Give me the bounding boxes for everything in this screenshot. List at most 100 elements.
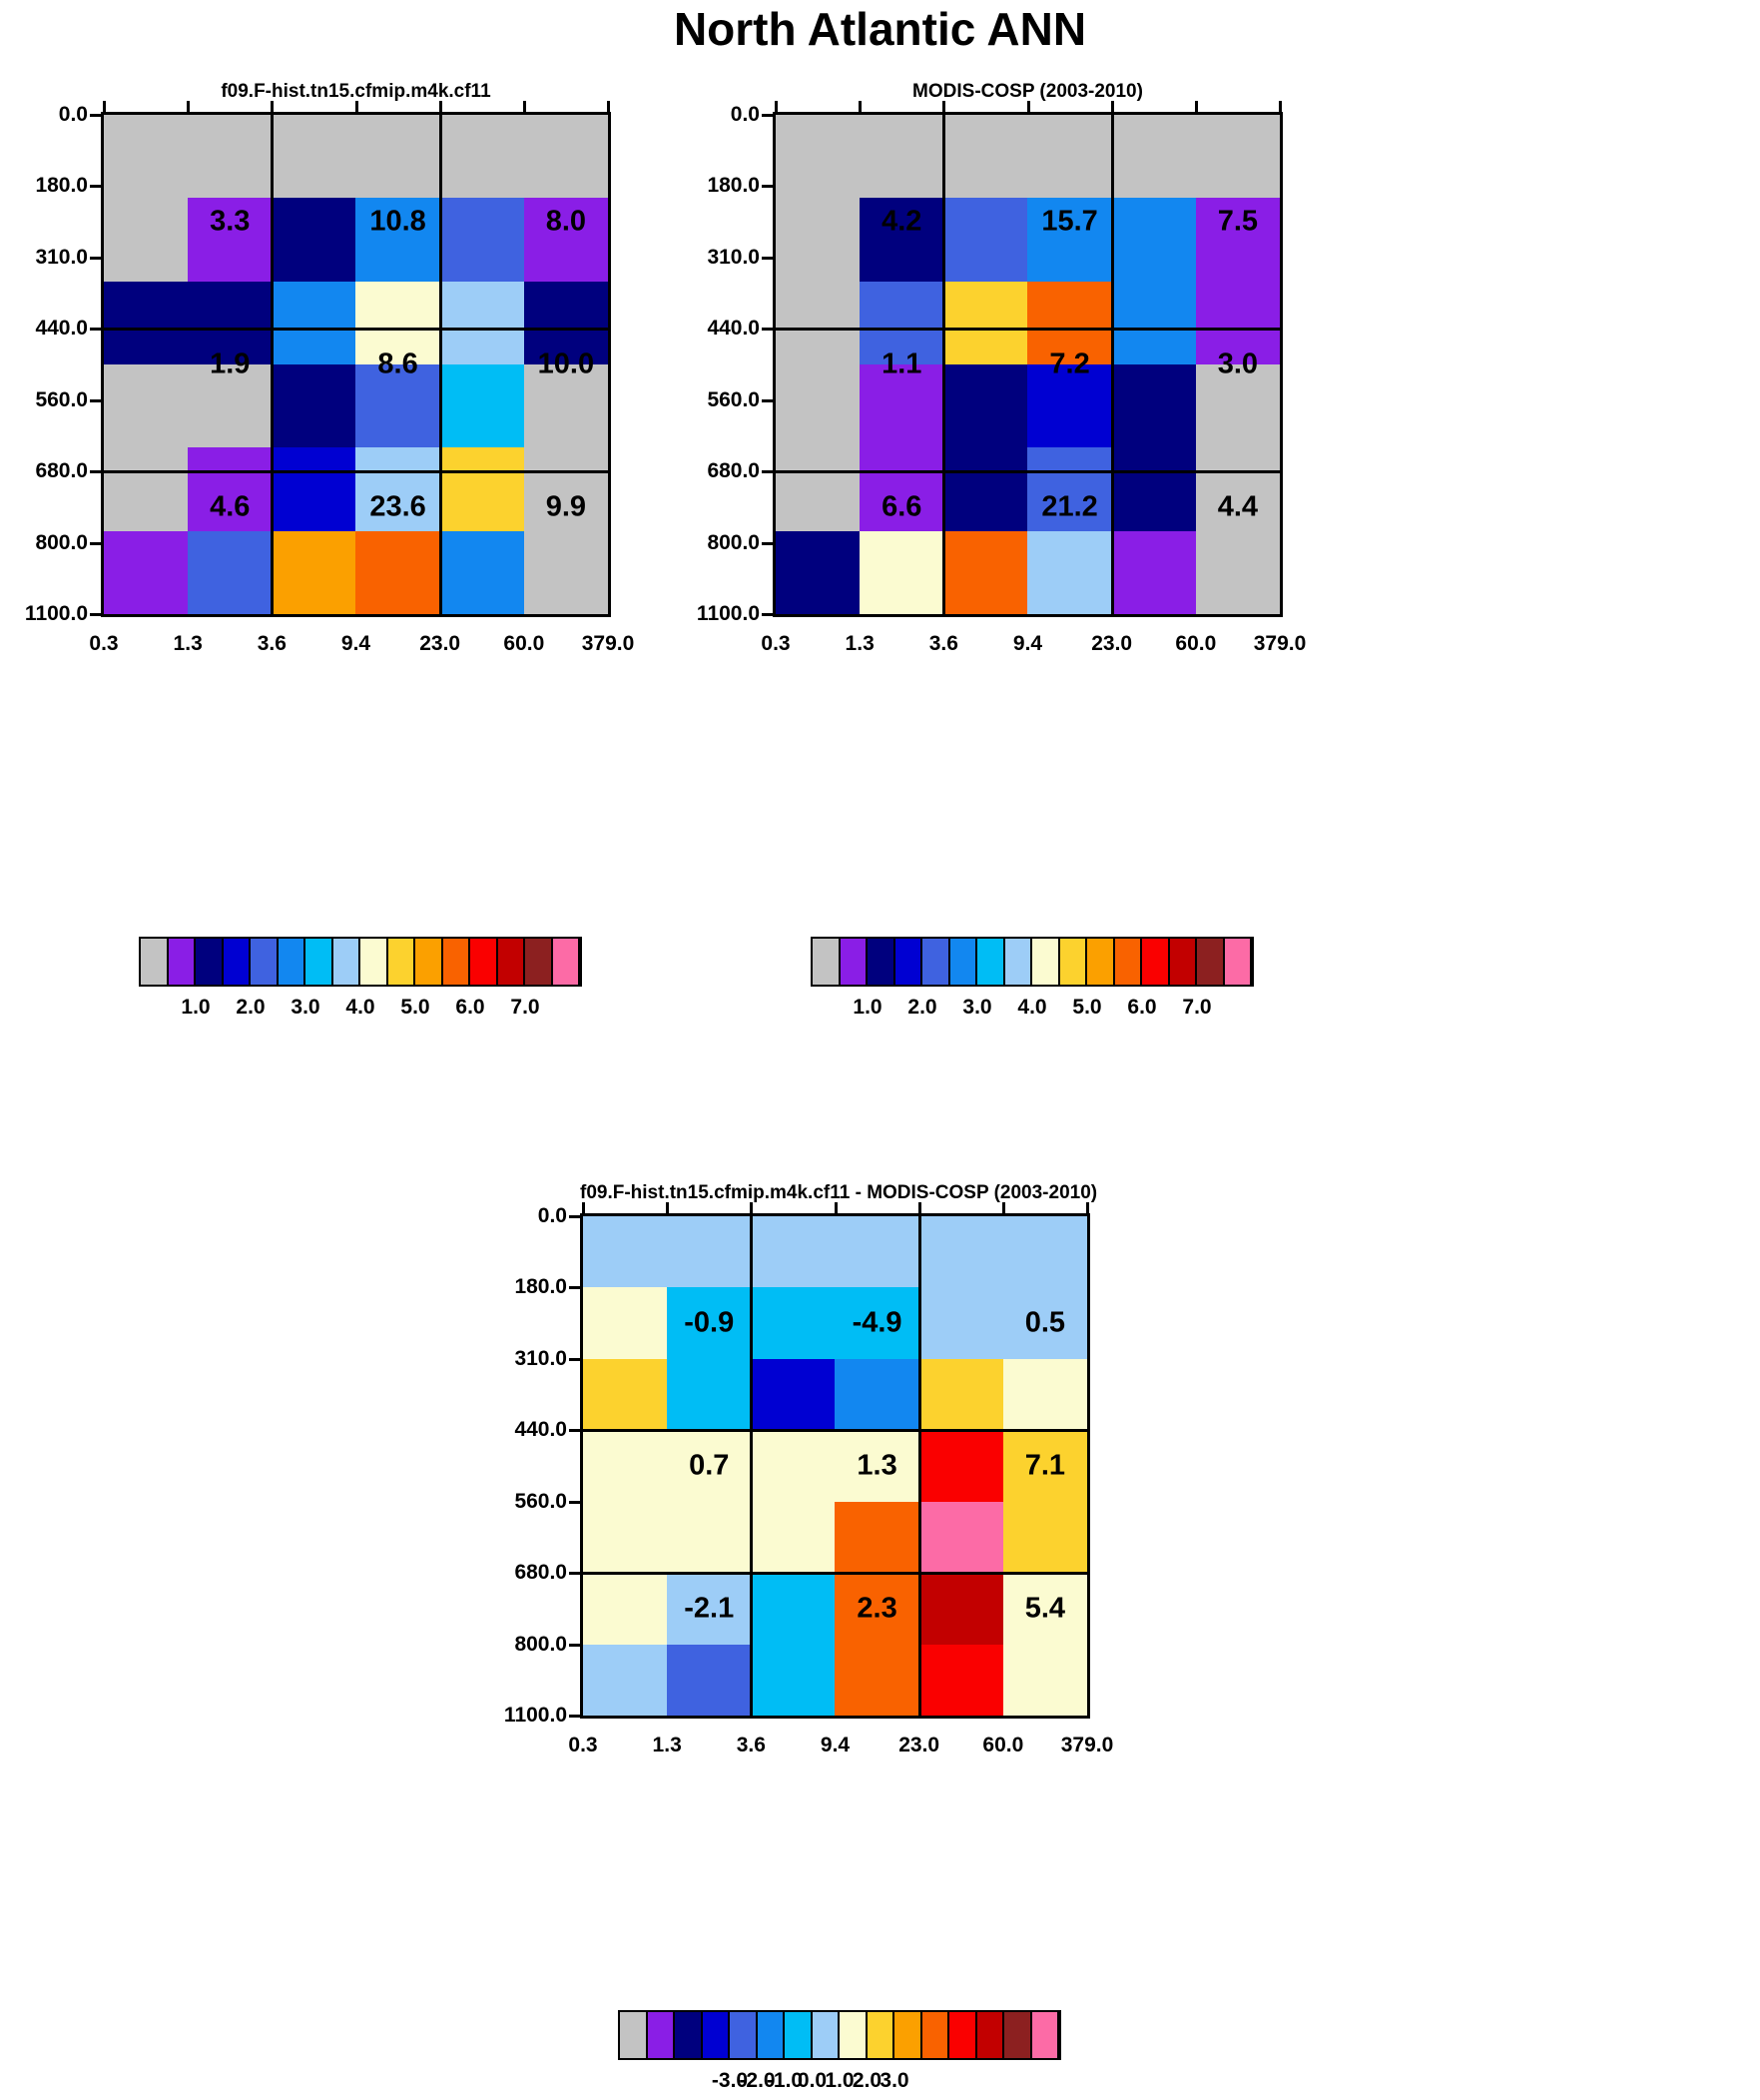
x-tick-label: 3.6 [928, 632, 958, 655]
colorbar-swatch [949, 939, 977, 985]
colorbar-swatch [922, 939, 950, 985]
heatmap-cell [272, 281, 356, 364]
colorbar-swatch [1059, 939, 1087, 985]
panel-diff-grid [583, 1216, 1087, 1716]
y-tick-label: 440.0 [707, 317, 760, 341]
cell-value-label: 4.4 [1217, 490, 1259, 523]
heatmap-cell [835, 1501, 919, 1574]
colorbar-swatch [552, 939, 580, 985]
heatmap-cell [523, 198, 608, 282]
heatmap-cell [1002, 1287, 1087, 1359]
heatmap-cell [583, 1501, 668, 1574]
colorbar-swatch [525, 939, 553, 985]
colorbar-swatch [223, 939, 251, 985]
x-tick-mark [354, 101, 358, 115]
colorbar-tick-label: 5.0 [1072, 996, 1102, 1019]
colorbar-swatch [785, 2012, 813, 2058]
colorbar-obs: 1.0 2.0 3.0 4.0 5.0 6.0 7.0 [811, 937, 1254, 1019]
colorbar-diff: -3.0 -2.0 -1.0 0.0 1.0 2.0 3.0 [618, 2010, 1061, 2092]
colorbar-swatch [840, 2012, 868, 2058]
heatmap-cell [1195, 281, 1280, 364]
colorbar-tick-label: 2.0 [236, 996, 266, 1019]
heatmap-cell [667, 1573, 752, 1645]
y-tick-label: 310.0 [707, 245, 760, 269]
y-tick-label: 310.0 [514, 1346, 567, 1370]
heatmap-cell [583, 1573, 668, 1645]
x-tick-mark [1026, 101, 1030, 115]
colorbar-model: 1.0 2.0 3.0 4.0 5.0 6.0 7.0 [139, 937, 582, 1019]
heatmap-cell [1002, 1644, 1087, 1716]
heatmap-cell [751, 1430, 836, 1502]
heatmap-cell [355, 447, 440, 531]
heatmap-cell [104, 530, 189, 614]
colorbar-tick-label: 3.0 [962, 996, 992, 1019]
x-tick-mark [271, 101, 275, 115]
panel-obs-labels: 4.2 15.7 7.5 1.1 7.2 3.0 6.6 21.2 4.4 [776, 115, 1280, 614]
heatmap-cell [860, 447, 944, 531]
heatmap-cell [1027, 281, 1112, 364]
colorbar-swatch [1004, 2012, 1032, 2058]
colorbar-swatch [813, 939, 841, 985]
heatmap-cell [104, 115, 189, 199]
y-tick-mark [569, 1357, 583, 1361]
cell-value-label: 4.6 [210, 490, 251, 523]
colorbar-tick-label: 7.0 [510, 996, 540, 1019]
x-tick-mark [834, 1202, 838, 1216]
heatmap-cell [1111, 281, 1196, 364]
grid-separator-horizontal [776, 328, 1280, 332]
y-tick-label: 800.0 [35, 530, 88, 554]
y-tick-mark [90, 256, 104, 260]
cell-value-label: 1.9 [210, 348, 251, 380]
heatmap-cell [1111, 198, 1196, 282]
colorbar-tick-label: 1.0 [853, 996, 882, 1019]
heatmap-cell [188, 530, 273, 614]
heatmap-cell [751, 1287, 836, 1359]
panel-model: f09.F-hist.tn15.cfmip.m4k.cf11 0.0 180.0 3… [25, 81, 634, 655]
panel-diff-title: f09.F-hist.tn15.cfmip.m4k.cf11 - MODIS-C… [580, 1182, 1098, 1203]
cell-value-label: 0.7 [689, 1449, 730, 1482]
cell-value-label: 10.0 [537, 348, 595, 380]
heatmap-cell [835, 1573, 919, 1645]
y-tick-label: 1100.0 [696, 602, 760, 625]
colorbar-swatch [702, 2012, 730, 2058]
x-tick-mark [666, 1202, 670, 1216]
y-tick-mark [569, 1643, 583, 1647]
heatmap-cell [943, 198, 1028, 282]
x-tick-label: 0.3 [568, 1734, 598, 1756]
heatmap-cell [272, 198, 356, 282]
colorbar-swatch [1031, 2012, 1059, 2058]
heatmap-cell [1002, 1430, 1087, 1502]
colorbar-swatch [1197, 939, 1225, 985]
heatmap-cell [355, 115, 440, 199]
colorbar-swatch [840, 939, 868, 985]
panel-model-grid [104, 115, 608, 614]
grid-separator-vertical [1110, 115, 1114, 614]
grid-separator-horizontal [104, 328, 608, 332]
heatmap-cell [1111, 364, 1196, 448]
heatmap-cell [918, 1644, 1003, 1716]
colorbar-swatch [305, 939, 333, 985]
cell-value-label: 1.1 [881, 348, 922, 380]
cell-value-label: 4.2 [881, 205, 922, 238]
colorbar-swatch [921, 2012, 949, 2058]
colorbar-tick-label: 6.0 [1127, 996, 1157, 1019]
heatmap-cell [1002, 1573, 1087, 1645]
heatmap-cell [439, 198, 524, 282]
heatmap-cell [583, 1216, 668, 1288]
y-tick-mark [569, 1500, 583, 1504]
x-tick-label: 1.3 [173, 632, 203, 655]
cell-value-label: 7.2 [1049, 348, 1090, 380]
heatmap-cell [188, 447, 273, 531]
heatmap-cell [1002, 1358, 1087, 1431]
colorbar-swatch [977, 939, 1005, 985]
cell-value-label: 2.3 [857, 1592, 897, 1625]
cell-value-label: 7.1 [1024, 1449, 1066, 1482]
colorbar-swatch [675, 2012, 703, 2058]
heatmap-cell [751, 1358, 836, 1431]
heatmap-cell [835, 1358, 919, 1431]
colorbar-swatch [1142, 939, 1170, 985]
colorbar-tick-label: 4.0 [1017, 996, 1047, 1019]
x-tick-label: 379.0 [1060, 1734, 1114, 1756]
y-tick-label: 680.0 [707, 459, 760, 483]
